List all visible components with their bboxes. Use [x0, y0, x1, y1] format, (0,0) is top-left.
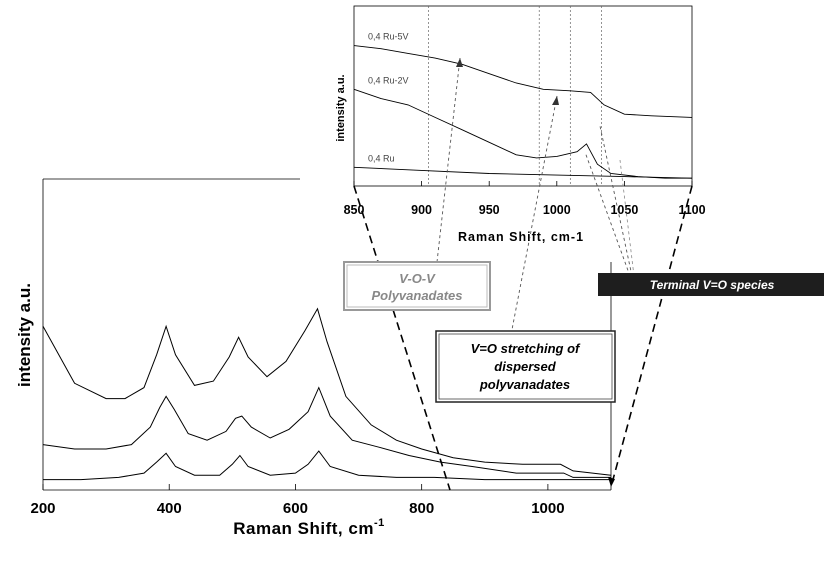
main-x-tick-label: 600 [283, 500, 308, 517]
annotation-stretch-line3: polyvanadates [479, 377, 570, 392]
annotation-stretch-frame-outer [435, 330, 616, 403]
pointer-vov [436, 57, 461, 263]
main-x-tick-group: 200 400 600 800 1000 [30, 484, 565, 517]
annotation-stretch-box: V=O stretching of dispersed polyvanadate… [435, 330, 616, 403]
annotation-vov-box: V-O-V Polyvanadates [343, 261, 491, 311]
inset-x-tick-label: 950 [479, 203, 500, 217]
zoom-guides [353, 185, 693, 491]
pointer-terminal-c [619, 159, 635, 277]
zoom-guide-right [610, 185, 693, 488]
inset-series-labels: 0,4 Ru-5V 0,4 Ru-2V 0,4 Ru [368, 32, 409, 164]
zoom-guide-arrowhead [608, 477, 615, 487]
main-x-axis-label: Raman Shift, cm-1 [233, 517, 384, 538]
pointer-terminal-b [599, 125, 633, 277]
annotation-vov-line1: V-O-V [399, 271, 436, 286]
inset-y-axis-label: intensity a.u. [335, 74, 347, 141]
inset-series-group [353, 45, 693, 179]
inset-x-tick-label: 850 [344, 203, 365, 217]
pointer-stretch-arrowhead [552, 96, 559, 105]
inset-series-line-1 [353, 45, 693, 118]
main-series-line-1 [42, 307, 612, 476]
annotation-terminal-frame [598, 273, 824, 296]
inset-frame [353, 5, 693, 187]
annotation-stretch-frame-inner [438, 333, 613, 400]
inset-series-label-3: 0,4 Ru [368, 153, 395, 163]
pointer-vov-arrowhead [456, 58, 463, 67]
pointer-terminal-a [584, 151, 631, 277]
inset-x-tick-label: 1100 [678, 203, 705, 217]
annotation-stretch-line1: V=O stretching of [471, 341, 581, 356]
annotation-terminal-box: Terminal V=O species [598, 273, 824, 296]
inset-series-label-2: 0,4 Ru-2V [368, 75, 409, 85]
inset-x-tick-label: 1000 [543, 203, 571, 217]
main-series-line-3 [43, 450, 611, 481]
main-series-group [42, 307, 612, 481]
inset-series-line-3 [353, 166, 693, 179]
main-x-tick-label: 800 [409, 500, 434, 517]
main-x-axis-label-superscript: -1 [374, 517, 385, 529]
annotation-stretch-line2: dispersed [494, 359, 556, 374]
main-x-axis-label-text: Raman Shift, cm [233, 519, 374, 538]
inset-x-tick-label: 900 [411, 203, 432, 217]
annotation-pointers [436, 57, 635, 341]
pointer-stretch [509, 95, 558, 341]
inset-chart: 0,4 Ru-5V 0,4 Ru-2V 0,4 Ru 850 900 950 1000 10… [335, 5, 706, 244]
annotation-vov-frame-inner [346, 264, 488, 308]
zoom-guide-left [353, 185, 451, 491]
annotation-vov-frame-outer [343, 261, 491, 311]
main-chart: 200 400 600 800 1000 intensity a.u. Raman Sh… [15, 178, 612, 538]
main-x-tick-label: 1000 [531, 500, 564, 517]
inset-reference-lines [428, 6, 602, 186]
inset-x-tick-label: 1050 [610, 203, 638, 217]
inset-x-axis-label: Raman Shift, cm-1 [458, 230, 584, 244]
annotation-terminal-text: Terminal V=O species [650, 278, 775, 292]
inset-series-label-1: 0,4 Ru-5V [368, 32, 409, 42]
main-series-line-2 [42, 386, 611, 478]
main-x-tick-label: 400 [157, 500, 182, 517]
main-y-axis-label: intensity a.u. [15, 283, 34, 387]
inset-series-line-2 [353, 88, 692, 179]
annotation-vov-line2: Polyvanadates [371, 288, 462, 303]
main-x-tick-label: 200 [30, 500, 55, 517]
